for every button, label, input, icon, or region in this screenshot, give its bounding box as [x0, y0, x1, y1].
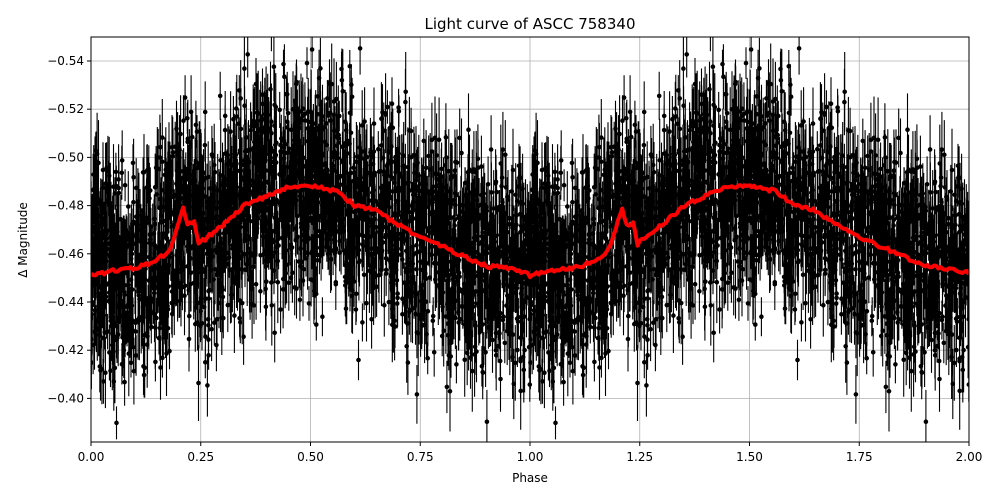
y-axis-ticks: −0.54 −0.52 −0.50 −0.48 −0.46 −0.44 −0.42 −0.40	[47, 54, 91, 405]
x-tick-label: 1.25	[626, 450, 653, 464]
model-curve	[91, 183, 969, 280]
y-tick-label: −0.40	[47, 391, 84, 405]
x-axis-ticks: 0.00 0.25 0.50 0.75 1.00 1.25 1.50 1.75 2.00	[78, 442, 983, 464]
x-axis-label: Phase	[512, 471, 548, 485]
y-tick-label: −0.42	[47, 343, 84, 357]
chart-title: Light curve of ASCC 758340	[425, 15, 636, 33]
x-tick-label: 0.00	[78, 450, 105, 464]
y-tick-label: −0.48	[47, 199, 84, 213]
model-line	[91, 183, 969, 280]
x-tick-label: 0.50	[297, 450, 324, 464]
x-tick-label: 0.25	[187, 450, 214, 464]
observation-points	[91, 37, 969, 442]
y-tick-label: −0.54	[47, 54, 84, 68]
y-tick-label: −0.44	[47, 295, 84, 309]
x-tick-label: 2.00	[956, 450, 983, 464]
x-tick-label: 1.75	[846, 450, 873, 464]
y-tick-label: −0.50	[47, 150, 84, 164]
y-tick-label: −0.52	[47, 102, 84, 116]
x-tick-label: 1.50	[736, 450, 763, 464]
x-tick-label: 0.75	[407, 450, 434, 464]
y-tick-label: −0.46	[47, 247, 84, 261]
x-tick-label: 1.00	[517, 450, 544, 464]
y-axis-label: Δ Magnitude	[16, 202, 30, 278]
